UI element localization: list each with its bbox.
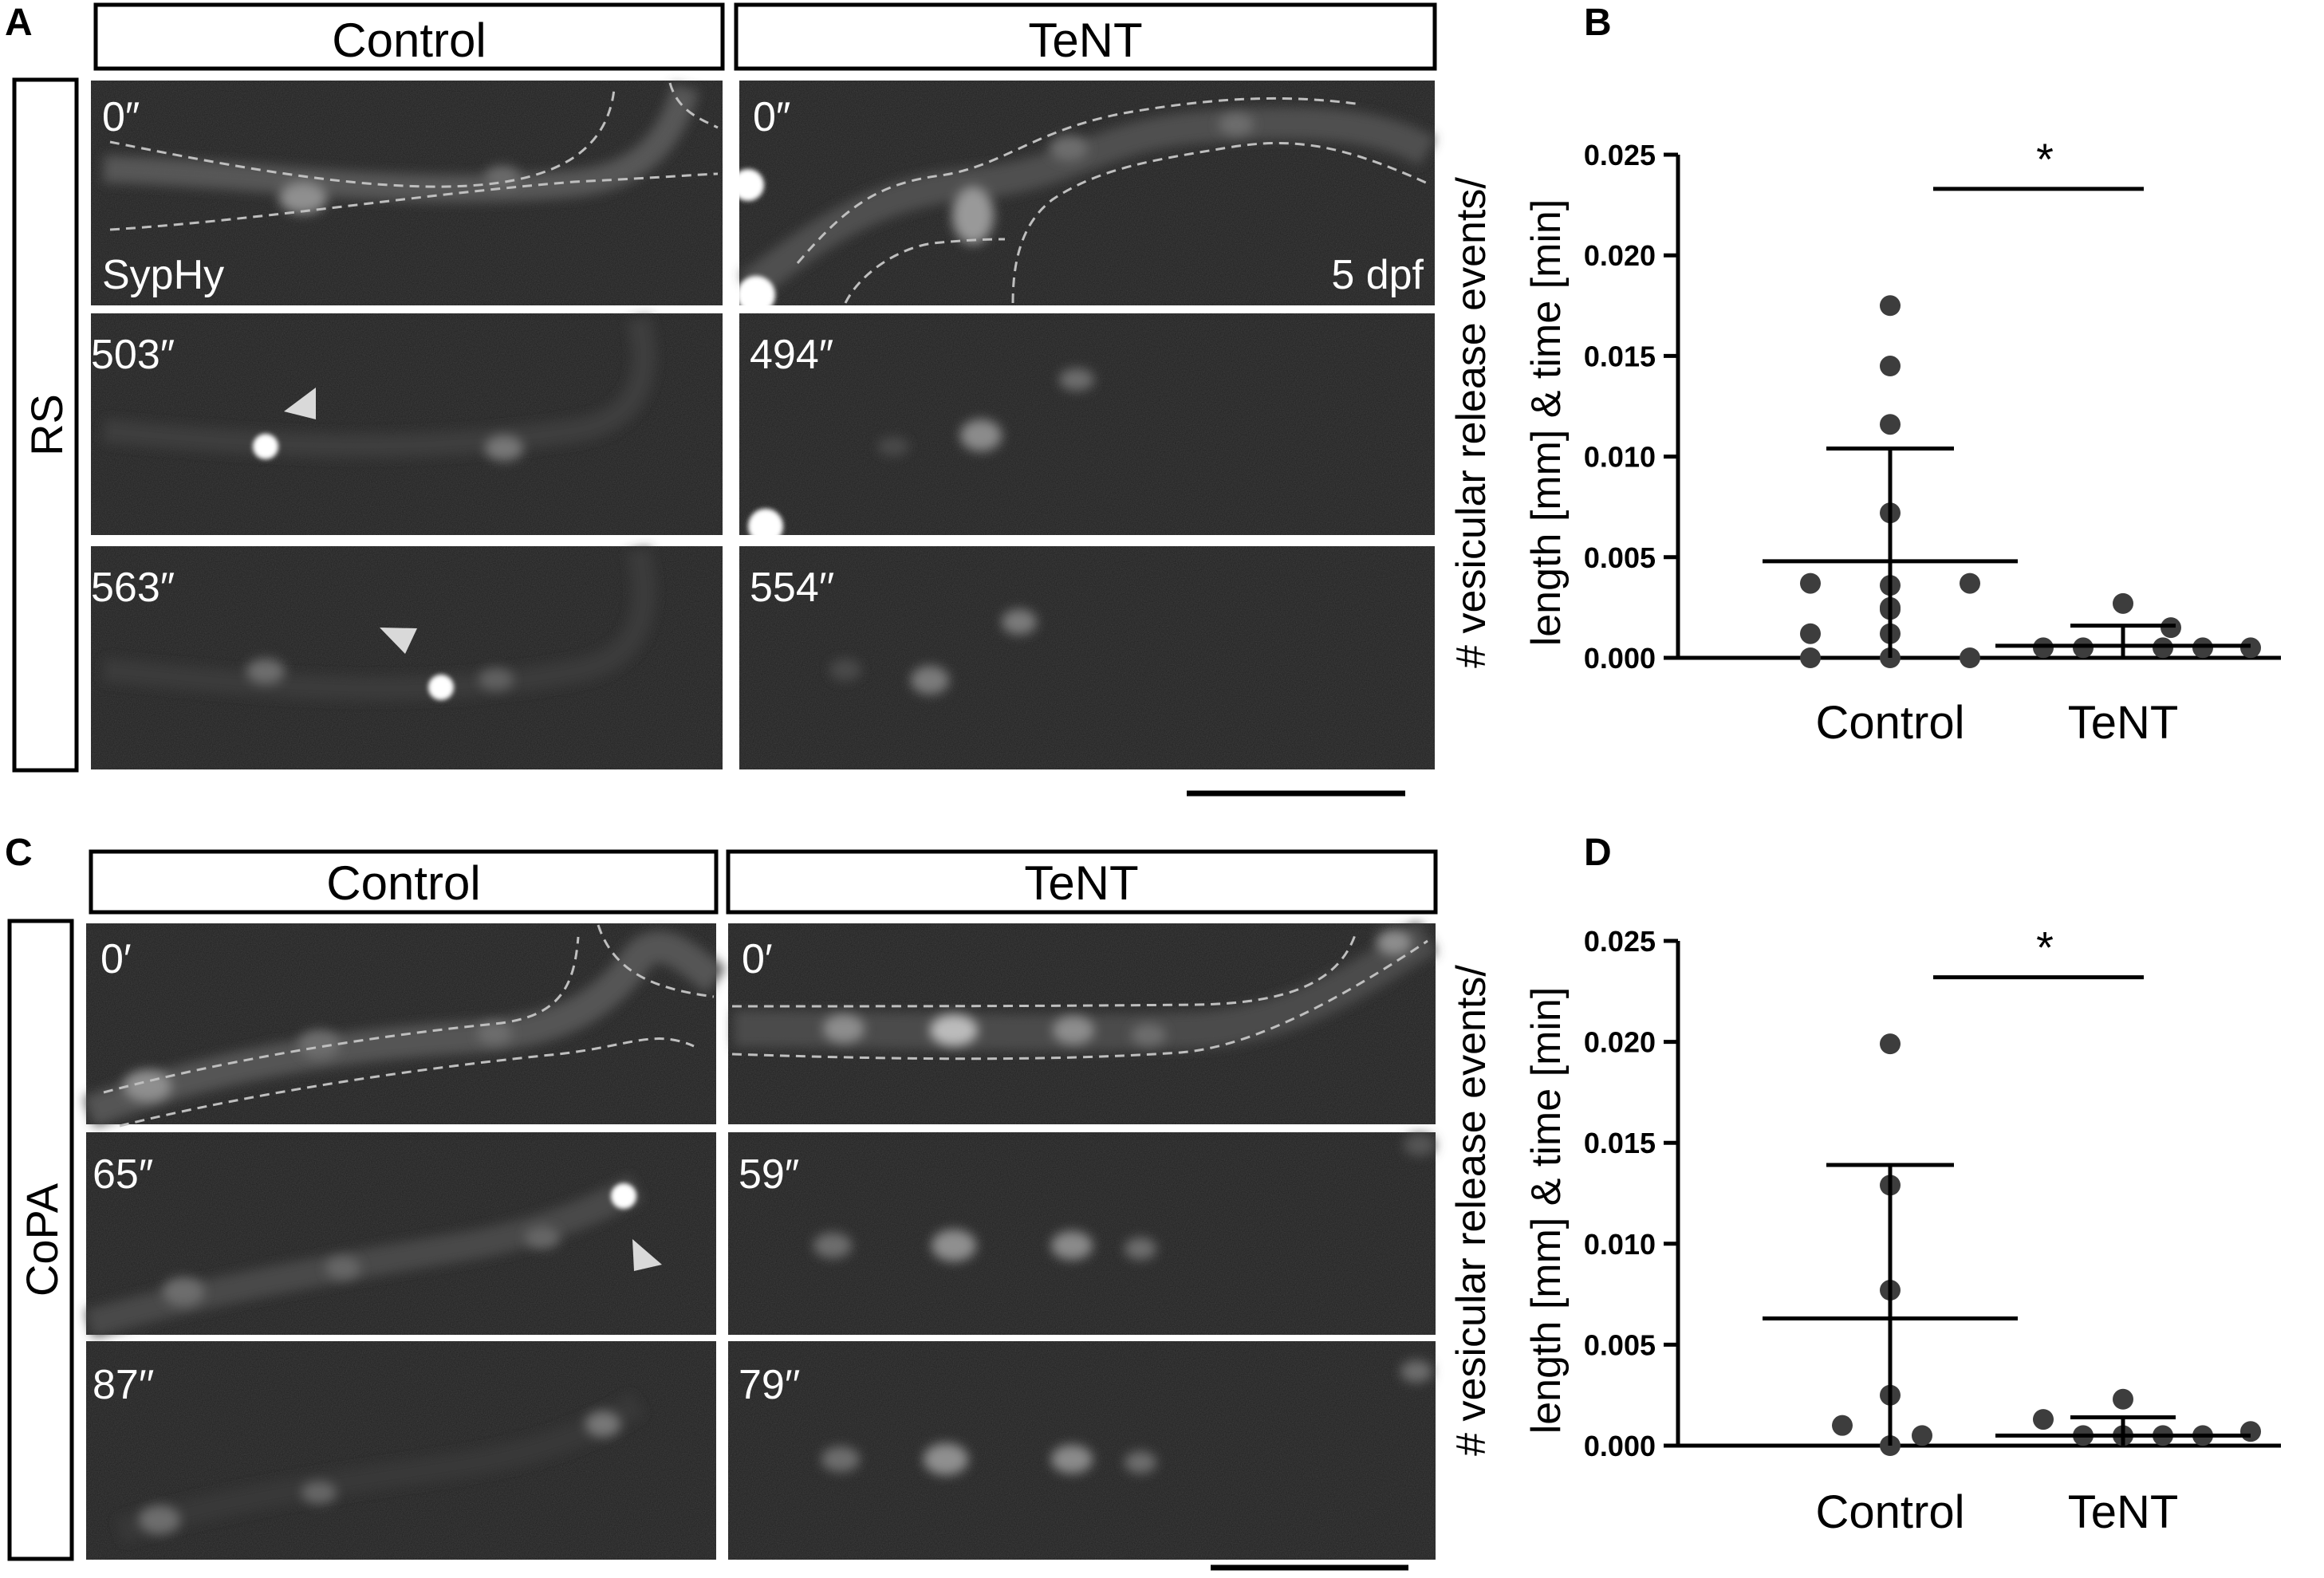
data-point — [1800, 647, 1821, 668]
panel-c-control-frame-1: 0′ — [83, 923, 727, 1127]
panel-c-header-tent-box — [726, 849, 1438, 915]
timestamp-c-control-3: 87′′ — [93, 1362, 154, 1408]
data-point — [2240, 637, 2261, 659]
category-label: TeNT — [2068, 1486, 2179, 1538]
chart-d: 0.000 0.005 0.010 0.015 0.020 0.025 # vesicula… — [1448, 923, 2281, 1538]
panel-label-c: C — [5, 832, 33, 874]
timestamp-a-tent-3: 554′′ — [750, 565, 834, 611]
significance-marker: * — [2036, 134, 2054, 184]
y-axis-label-line-2: length [mm] & time [min] — [1523, 987, 1570, 1434]
timestamp-c-tent-3: 79′′ — [739, 1362, 800, 1408]
data-point — [2113, 592, 2133, 614]
data-point — [1912, 1425, 1932, 1446]
panel-a-tent-frame-3: 554′′ — [739, 546, 1435, 769]
panel-c-tent-frame-1: 0′ — [728, 921, 1437, 1124]
timestamp-a-control-2: 503″ — [91, 332, 175, 378]
data-point — [2073, 637, 2094, 659]
data-point — [1800, 573, 1821, 594]
panel-c-header-control: Control — [326, 856, 480, 910]
significance-marker: * — [2036, 923, 2054, 973]
panel-c-header-control-box — [89, 849, 719, 915]
y-tick-label: 0.025 — [1584, 139, 1656, 171]
y-tick-label: 0.015 — [1584, 340, 1656, 372]
timestamp-a-control-3: 563″ — [91, 565, 175, 611]
y-tick-label: 0.010 — [1584, 441, 1656, 474]
panel-c-row-label: CoPA — [17, 1183, 67, 1297]
timestamp-a-control-1: 0″ — [102, 94, 140, 140]
data-point — [2113, 1388, 2133, 1410]
category-label: TeNT — [2068, 697, 2179, 749]
age-label: 5 dpf — [1331, 252, 1424, 298]
data-point — [2192, 637, 2213, 659]
panel-a-tent-frame-2: 494″ — [739, 313, 1435, 544]
timestamp-a-tent-1: 0″ — [753, 94, 790, 140]
y-tick-label: 0.010 — [1584, 1228, 1656, 1261]
panel-a-header-tent: TeNT — [1028, 14, 1142, 67]
panel-a-control-frame-3: 563″ — [91, 546, 723, 769]
panel-a-row-label-box — [12, 77, 79, 773]
panel-c-tent-frame-2: 59″ — [728, 1132, 1436, 1335]
y-axis-label-line-2: length [mm] & time [min] — [1523, 199, 1570, 647]
timestamp-c-tent-2: 59″ — [739, 1151, 799, 1198]
data-point — [1880, 356, 1901, 377]
data-point — [2240, 1421, 2261, 1442]
data-point — [1880, 414, 1901, 435]
y-tick-label: 0.020 — [1584, 1026, 1656, 1059]
panel-label-a: A — [5, 2, 33, 44]
data-point — [1832, 1415, 1853, 1436]
chart-b: 0.000 0.005 0.010 0.015 0.020 0.025 # vesicula… — [1448, 134, 2281, 749]
panel-a-control-frame-2: 503″ — [91, 313, 723, 535]
panel-a-header-control: Control — [332, 14, 486, 67]
category-label: Control — [1816, 697, 1965, 749]
timestamp-c-control-1: 0′ — [100, 936, 132, 982]
y-tick-label: 0.020 — [1584, 239, 1656, 272]
panel-label-d: D — [1584, 832, 1612, 874]
data-point — [1960, 573, 1980, 594]
panel-c-tent-frame-3: 79′′ — [728, 1341, 1436, 1560]
y-tick-label: 0.000 — [1584, 642, 1656, 675]
data-point — [1880, 295, 1901, 317]
panel-a-row-label: RS — [22, 394, 72, 456]
panel-c-header-tent: TeNT — [1024, 856, 1138, 910]
timestamp-a-tent-2: 494″ — [750, 332, 833, 378]
panel-label-b: B — [1584, 2, 1612, 44]
data-point — [1960, 647, 1980, 668]
y-tick-label: 0.000 — [1584, 1430, 1656, 1462]
data-point — [2153, 637, 2173, 659]
category-label: Control — [1816, 1486, 1965, 1538]
y-tick-label: 0.005 — [1584, 1328, 1656, 1361]
panel-a-tent-frame-1: 0″ 5 dpf — [732, 81, 1436, 314]
y-axis-label-line-1: # vesicular release events/ — [1448, 177, 1495, 668]
panel-a-header-tent-box — [734, 2, 1437, 71]
panel-a-control-frame-1: 0″ SypHy — [91, 81, 723, 305]
stain-label: SypHy — [102, 252, 224, 298]
y-tick-label: 0.015 — [1584, 1127, 1656, 1159]
data-point — [2033, 637, 2054, 659]
data-point — [2033, 1409, 2054, 1430]
timestamp-c-tent-1: 0′ — [742, 936, 773, 982]
panel-c-control-frame-3: 87′′ — [86, 1341, 716, 1560]
data-point — [2161, 617, 2181, 639]
y-tick-label: 0.025 — [1584, 925, 1656, 958]
panel-c-row-label-box — [7, 919, 74, 1561]
data-point — [1800, 623, 1821, 644]
data-point — [1880, 1033, 1901, 1055]
timestamp-c-control-2: 65″ — [93, 1151, 153, 1198]
panel-c-control-frame-2: 65″ — [85, 1132, 716, 1338]
y-axis-label-line-1: # vesicular release events/ — [1448, 965, 1495, 1456]
panel-a-header-control-box — [93, 2, 725, 71]
y-tick-label: 0.005 — [1584, 541, 1656, 574]
